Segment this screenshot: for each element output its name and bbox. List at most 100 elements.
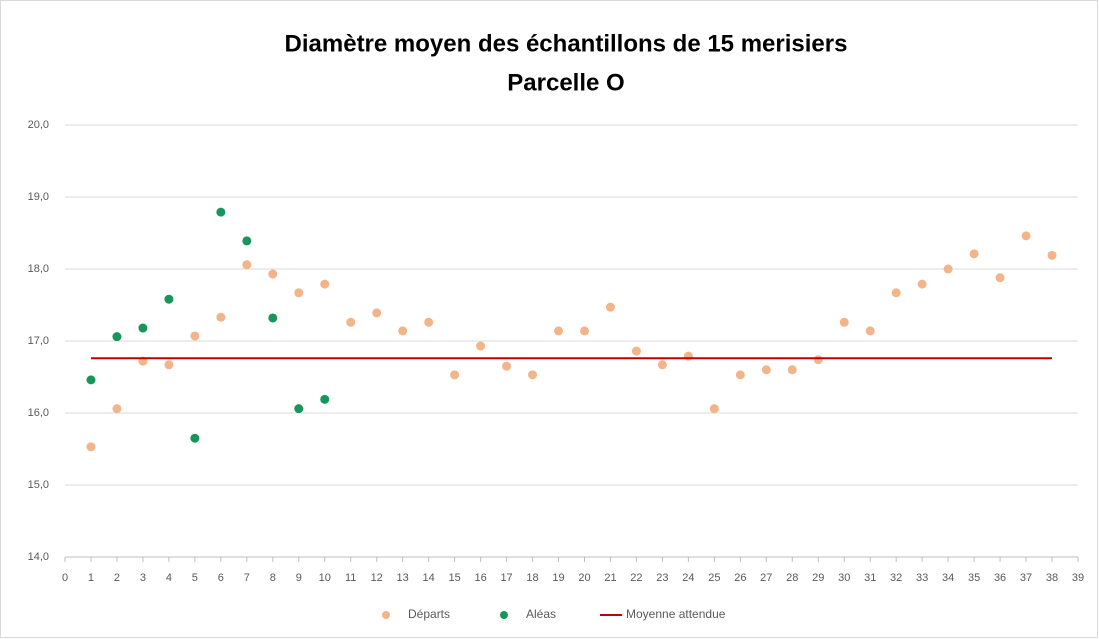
point (554, 326, 564, 336)
point (839, 317, 849, 327)
point (216, 312, 226, 322)
point (242, 236, 252, 246)
x-tick-label: 2 (114, 572, 120, 584)
point (112, 404, 122, 414)
x-tick-label: 38 (1046, 572, 1058, 584)
point (346, 317, 356, 327)
x-tick-label: 9 (296, 572, 302, 584)
point (268, 269, 278, 279)
point (424, 317, 434, 327)
point (1021, 231, 1031, 241)
chart-title: Diamètre moyen des échantillons de 15 me… (285, 30, 848, 57)
x-tick-label: 30 (838, 572, 850, 584)
x-tick-label: 29 (812, 572, 824, 584)
x-tick-label: 11 (345, 572, 356, 584)
point (891, 288, 901, 298)
point (528, 370, 538, 380)
point (190, 331, 200, 341)
legend-swatch (500, 611, 508, 619)
x-tick-label: 33 (916, 572, 928, 584)
x-tick-label: 16 (474, 572, 486, 584)
point (320, 279, 330, 289)
chart-subtitle: Parcelle O (507, 69, 624, 96)
point (735, 370, 745, 380)
legend-swatch (382, 611, 390, 619)
point (865, 326, 875, 336)
x-tick-label: 19 (552, 572, 564, 584)
x-tick-label: 10 (319, 572, 331, 584)
x-tick-label: 24 (682, 572, 694, 584)
x-tick-label: 8 (270, 572, 276, 584)
x-tick-label: 13 (397, 572, 409, 584)
x-tick-label: 35 (968, 572, 980, 584)
x-tick-label: 36 (994, 572, 1006, 584)
x-tick-label: 28 (786, 572, 798, 584)
y-tick-label: 18,0 (28, 263, 49, 275)
y-tick-label: 16,0 (28, 407, 49, 419)
point (112, 332, 122, 342)
legend-label: Aléas (526, 607, 556, 621)
point (813, 355, 823, 365)
x-tick-label: 14 (423, 572, 435, 584)
point (579, 326, 589, 336)
x-tick-label: 32 (890, 572, 902, 584)
y-tick-label: 15,0 (28, 479, 49, 491)
x-tick-label: 26 (734, 572, 746, 584)
point (190, 433, 200, 443)
point (787, 365, 797, 375)
point (86, 375, 96, 385)
point (995, 273, 1005, 283)
x-tick-label: 0 (62, 572, 68, 584)
legend-label: Départs (408, 607, 450, 621)
x-tick-label: 17 (500, 572, 512, 584)
x-tick-label: 15 (448, 572, 460, 584)
x-tick-label: 7 (244, 572, 250, 584)
x-tick-label: 21 (604, 572, 616, 584)
point (476, 341, 486, 351)
x-tick-label: 1 (88, 572, 94, 584)
point (398, 326, 408, 336)
x-tick-label: 23 (656, 572, 668, 584)
point (216, 207, 226, 217)
x-tick-label: 6 (218, 572, 224, 584)
point (943, 264, 953, 274)
x-tick-label: 5 (192, 572, 198, 584)
point (502, 361, 512, 371)
x-tick-label: 20 (578, 572, 590, 584)
x-tick-label: 31 (864, 572, 876, 584)
point (657, 360, 667, 370)
point (709, 404, 719, 414)
point (164, 360, 174, 370)
x-tick-label: 39 (1072, 572, 1084, 584)
x-tick-label: 18 (526, 572, 538, 584)
point (761, 365, 771, 375)
x-tick-label: 27 (760, 572, 772, 584)
point (268, 313, 278, 323)
point (917, 279, 927, 289)
y-tick-label: 20,0 (28, 119, 49, 131)
x-tick-label: 3 (140, 572, 146, 584)
y-tick-label: 19,0 (28, 191, 49, 203)
point (631, 346, 641, 356)
x-tick-label: 22 (630, 572, 642, 584)
y-tick-label: 14,0 (28, 551, 49, 563)
point (372, 308, 382, 318)
point (1047, 250, 1057, 260)
y-tick-label: 17,0 (28, 335, 49, 347)
point (969, 249, 979, 259)
x-tick-label: 25 (708, 572, 720, 584)
point (605, 302, 615, 312)
point (86, 442, 96, 452)
point (450, 370, 460, 380)
point (242, 260, 252, 270)
point (320, 394, 330, 404)
x-tick-label: 4 (166, 572, 172, 584)
point (294, 404, 304, 414)
x-tick-label: 34 (942, 572, 954, 584)
point (294, 288, 304, 298)
x-tick-label: 12 (371, 572, 383, 584)
point (138, 323, 148, 333)
x-tick-label: 37 (1020, 572, 1032, 584)
